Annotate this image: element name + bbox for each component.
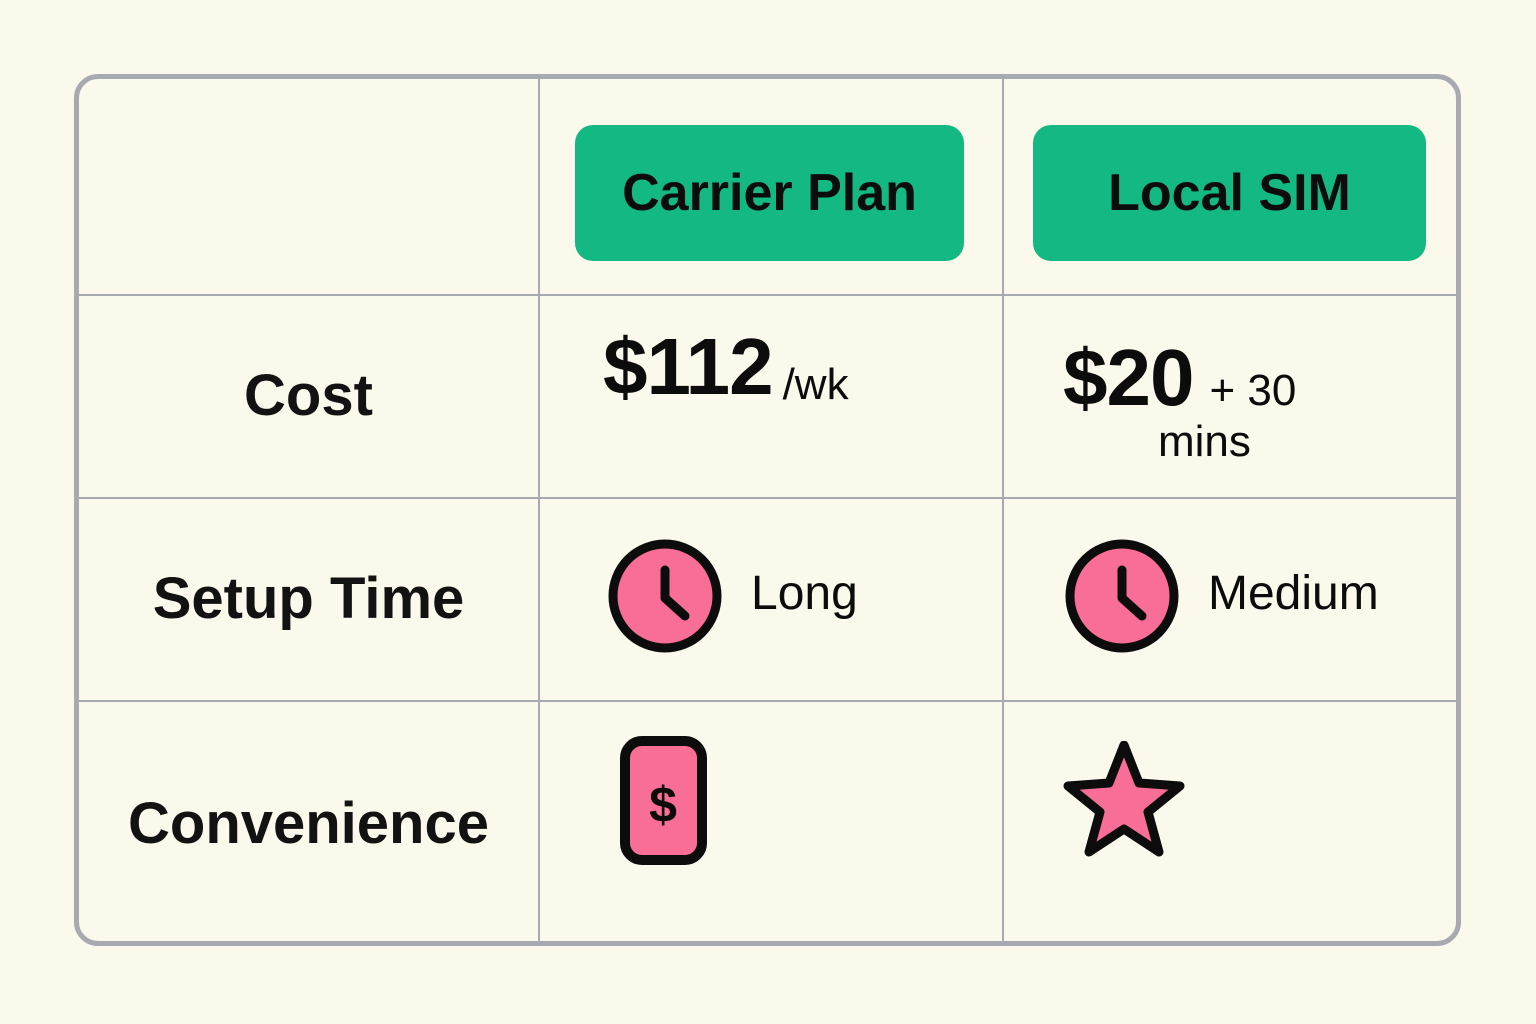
svg-text:$: $ xyxy=(649,777,677,833)
